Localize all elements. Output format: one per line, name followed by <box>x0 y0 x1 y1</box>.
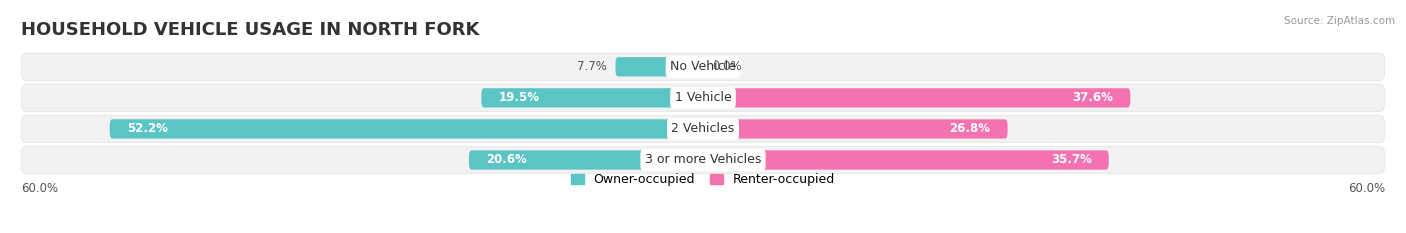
Text: 37.6%: 37.6% <box>1073 91 1114 104</box>
Text: 35.7%: 35.7% <box>1050 154 1091 167</box>
FancyBboxPatch shape <box>703 119 1008 139</box>
FancyBboxPatch shape <box>481 88 703 107</box>
FancyBboxPatch shape <box>703 150 1109 170</box>
FancyBboxPatch shape <box>21 84 1385 112</box>
Legend: Owner-occupied, Renter-occupied: Owner-occupied, Renter-occupied <box>571 173 835 186</box>
Text: 19.5%: 19.5% <box>499 91 540 104</box>
Text: 3 or more Vehicles: 3 or more Vehicles <box>645 154 761 167</box>
Text: 2 Vehicles: 2 Vehicles <box>672 122 734 135</box>
FancyBboxPatch shape <box>616 57 703 76</box>
FancyBboxPatch shape <box>21 146 1385 174</box>
Text: 60.0%: 60.0% <box>21 182 58 195</box>
FancyBboxPatch shape <box>110 119 703 139</box>
Text: HOUSEHOLD VEHICLE USAGE IN NORTH FORK: HOUSEHOLD VEHICLE USAGE IN NORTH FORK <box>21 21 479 39</box>
Text: 20.6%: 20.6% <box>486 154 527 167</box>
FancyBboxPatch shape <box>21 115 1385 143</box>
Text: 52.2%: 52.2% <box>127 122 167 135</box>
Text: 26.8%: 26.8% <box>949 122 991 135</box>
FancyBboxPatch shape <box>703 88 1130 107</box>
Text: 0.0%: 0.0% <box>711 60 742 73</box>
Text: 7.7%: 7.7% <box>576 60 606 73</box>
Text: 1 Vehicle: 1 Vehicle <box>675 91 731 104</box>
Text: 60.0%: 60.0% <box>1348 182 1385 195</box>
Text: Source: ZipAtlas.com: Source: ZipAtlas.com <box>1284 16 1395 26</box>
FancyBboxPatch shape <box>468 150 703 170</box>
FancyBboxPatch shape <box>21 53 1385 80</box>
Text: No Vehicle: No Vehicle <box>671 60 735 73</box>
